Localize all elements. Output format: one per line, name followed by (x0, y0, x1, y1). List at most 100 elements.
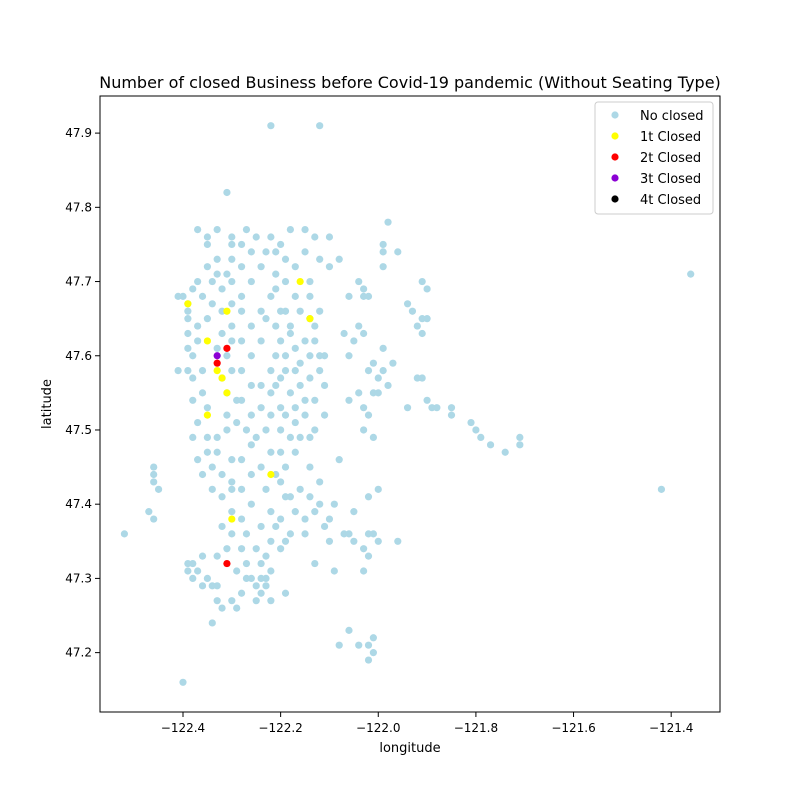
point-0-237 (257, 337, 265, 345)
point-0-243 (262, 426, 270, 434)
point-0-32 (379, 248, 387, 256)
point-0-217 (247, 470, 255, 479)
point-0-88 (213, 225, 221, 234)
point-0-307 (277, 448, 285, 456)
point-1-0 (184, 300, 192, 308)
point-0-0 (267, 122, 275, 130)
point-0-148 (252, 582, 260, 590)
point-2-0 (223, 344, 231, 352)
point-0-229 (237, 337, 246, 345)
point-0-144 (267, 567, 275, 575)
point-0-153 (228, 597, 236, 605)
point-0-191 (203, 240, 211, 249)
point-0-209 (223, 411, 231, 419)
point-0-29 (418, 277, 426, 286)
point-0-52 (360, 285, 368, 293)
point-0-130 (267, 448, 275, 456)
point-0-53 (364, 292, 373, 300)
point-0-247 (301, 248, 309, 256)
y-tick-label-3: 47.5 (65, 423, 92, 437)
point-0-176 (189, 396, 197, 404)
point-0-60 (360, 426, 368, 434)
point-0-58 (364, 411, 373, 419)
point-0-169 (213, 448, 221, 456)
point-0-255 (301, 411, 309, 419)
point-0-315 (247, 574, 255, 583)
x-tick-label-5: −121.4 (649, 721, 693, 735)
point-0-284 (184, 307, 192, 315)
x-tick-label-4: −121.6 (551, 721, 595, 735)
point-0-79 (330, 567, 338, 575)
point-0-110 (306, 292, 314, 300)
point-0-66 (350, 537, 358, 545)
y-axis-label: latitude (40, 379, 55, 429)
point-1-3 (213, 367, 221, 375)
point-0-279 (184, 367, 192, 375)
legend-label-1: 1t Closed (640, 130, 701, 145)
point-1-8 (306, 315, 314, 323)
x-tick-label-3: −121.8 (454, 721, 498, 735)
point-0-260 (301, 530, 309, 538)
point-0-42 (379, 367, 387, 375)
point-0-14 (467, 418, 475, 427)
point-0-185 (198, 292, 207, 300)
point-0-114 (281, 367, 290, 375)
point-0-46 (355, 322, 363, 330)
point-0-242 (252, 433, 260, 441)
point-0-96 (301, 225, 309, 234)
y-tick-label-0: 47.2 (65, 646, 92, 660)
point-0-2 (223, 188, 231, 197)
point-0-127 (306, 433, 314, 441)
point-0-234 (247, 248, 255, 256)
point-0-7 (657, 485, 666, 493)
point-0-293 (281, 277, 290, 286)
point-0-57 (360, 404, 368, 412)
point-0-51 (355, 277, 363, 286)
point-0-274 (233, 604, 241, 612)
point-0-192 (194, 225, 202, 234)
point-0-91 (237, 240, 246, 249)
point-0-94 (277, 240, 285, 249)
point-0-180 (194, 337, 202, 345)
point-0-123 (267, 411, 275, 419)
point-0-281 (174, 367, 182, 375)
point-0-101 (306, 277, 314, 286)
point-0-318 (262, 582, 270, 590)
point-0-77 (320, 522, 329, 531)
point-0-218 (237, 485, 246, 493)
point-0-152 (237, 589, 246, 597)
point-0-23 (418, 329, 426, 338)
point-0-262 (150, 463, 158, 471)
point-0-214 (242, 426, 251, 434)
point-0-170 (203, 448, 211, 456)
point-0-97 (311, 233, 319, 241)
y-tick-label-1: 47.3 (65, 571, 92, 585)
plot-frame (99, 95, 721, 713)
point-0-264 (150, 478, 158, 486)
point-0-78 (330, 500, 338, 508)
point-0-34 (379, 263, 387, 271)
point-1-4 (218, 374, 226, 382)
point-0-212 (213, 433, 221, 441)
point-0-107 (301, 337, 309, 345)
point-0-288 (223, 270, 231, 278)
legend-marker-0 (611, 111, 619, 119)
x-axis-label: longitude (379, 741, 440, 756)
point-0-252 (320, 381, 329, 390)
point-1-5 (223, 389, 231, 397)
point-0-285 (208, 300, 216, 308)
point-0-27 (408, 307, 417, 315)
point-0-38 (374, 374, 382, 382)
point-0-159 (198, 552, 207, 560)
point-0-35 (384, 218, 392, 226)
point-0-261 (281, 589, 290, 597)
point-0-278 (189, 433, 197, 441)
point-0-219 (247, 500, 255, 508)
point-0-8 (516, 433, 524, 441)
legend-label-4: 4t Closed (640, 193, 701, 208)
point-0-89 (203, 233, 211, 241)
point-0-146 (257, 589, 265, 597)
point-0-201 (218, 329, 226, 338)
point-0-178 (198, 367, 207, 375)
point-0-55 (345, 396, 353, 404)
